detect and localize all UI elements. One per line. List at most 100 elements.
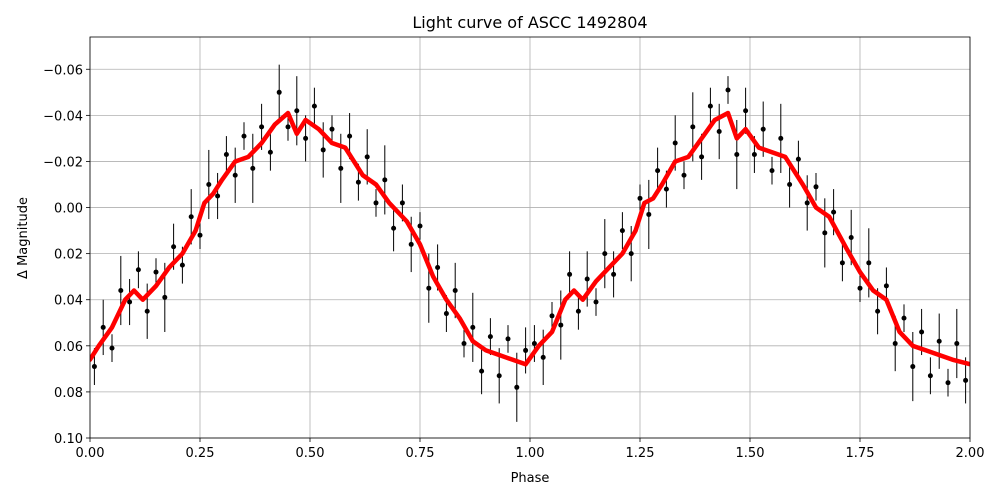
data-point [567,271,573,277]
data-point [153,269,159,275]
trend-line [90,110,970,367]
data-point [839,260,845,266]
data-point [127,299,133,305]
data-point [963,377,969,383]
data-point [883,283,889,289]
data-point [479,368,485,374]
data-point [954,341,960,347]
data-point [162,294,168,300]
x-tick-label: 0.25 [186,446,215,461]
data-point [628,251,634,257]
x-tick-label: 1.50 [736,446,765,461]
y-axis-label: Δ Magnitude [16,197,31,279]
data-point [215,193,221,199]
data-point [206,181,212,187]
data-point [540,354,546,360]
data-point [910,364,916,370]
data-point [452,288,458,294]
data-point [751,152,757,158]
axes: 0.00 0.25 0.50 0.75 1.00 1.25 1.50 1.75 2.00 −0.0… [43,36,985,461]
x-tick-label: 0.75 [406,446,435,461]
data-point [259,124,265,130]
y-tick-label: 0.04 [54,294,83,309]
y-tick-label: −0.06 [43,63,83,78]
data-point [391,225,397,231]
x-tick-label: 1.00 [516,446,545,461]
data-point [778,135,784,141]
chart-title: Light curve of ASCC 1492804 [412,13,647,32]
data-point [927,373,933,379]
data-point [575,308,581,314]
data-point [795,156,801,162]
data-point [91,364,97,370]
data-point [549,313,555,319]
data-point [373,200,379,206]
data-point [725,87,731,93]
y-tick-label: 0.02 [54,248,83,263]
x-tick-label: 2.00 [956,446,985,461]
data-point [197,232,203,238]
data-point [100,324,106,330]
data-point [681,172,687,178]
data-point [338,165,344,171]
data-point [602,251,608,257]
data-point [347,133,353,139]
data-point [514,384,520,390]
data-point [531,341,537,347]
y-tick-label: 0.08 [54,386,83,401]
data-point [848,235,854,240]
data-point [382,177,388,183]
data-point [399,200,405,206]
data-point [408,241,414,247]
x-axis-label: Phase [511,471,550,486]
data-point [690,124,696,130]
data-point [311,103,317,109]
data-point [355,179,361,185]
data-point [179,262,185,268]
data-point [611,271,617,277]
data-point [250,165,256,171]
data-point [487,334,493,340]
data-point [857,285,863,291]
data-point [118,288,124,294]
data-point [866,260,872,266]
data-point [672,140,678,146]
data-point [285,124,291,130]
data-point [901,315,907,321]
data-point [831,209,837,215]
axes-frame [89,36,971,439]
data-point [294,108,300,114]
data-point [417,223,423,229]
data-point [171,244,177,250]
x-tick-label: 1.75 [846,446,875,461]
x-tick-label: 0.50 [296,446,325,461]
data-point [523,347,529,353]
data-point [584,276,590,282]
data-point [135,267,141,273]
data-point [655,168,661,174]
data-point [144,308,150,314]
data-point [443,311,449,317]
data-point [276,89,282,95]
data-point [804,200,810,206]
data-point [707,103,713,109]
data-point [875,308,881,314]
plot-area [90,64,970,422]
data-point [822,230,828,236]
data-point [945,380,951,386]
data-point [496,373,502,379]
data-point [699,154,705,160]
data-point [663,186,669,192]
data-point [734,152,740,158]
data-point [109,345,115,351]
data-point [619,228,625,234]
data-point [716,128,722,134]
y-tick-label: 0.10 [54,432,83,447]
data-point [470,324,476,330]
data-point [760,126,766,132]
data-point [435,264,441,270]
y-tick-label: −0.02 [43,155,83,170]
data-point [364,154,370,160]
